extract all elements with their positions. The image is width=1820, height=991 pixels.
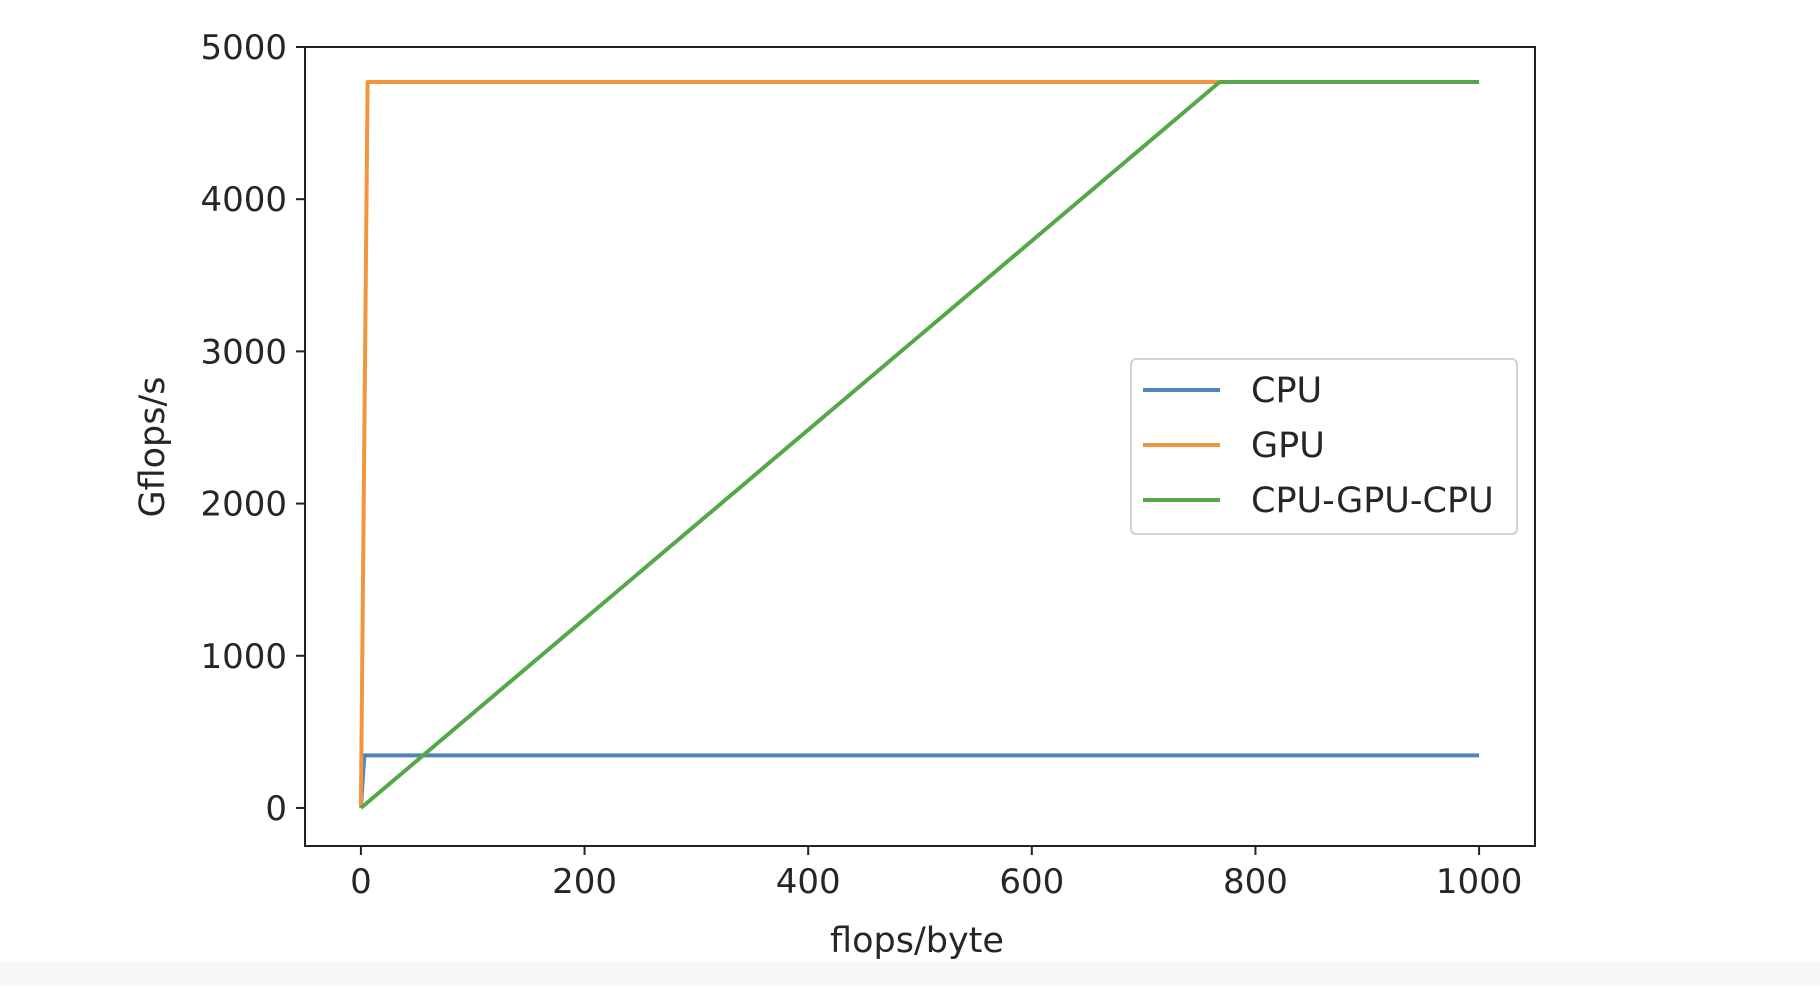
axes-layer: 0 200 400 600 800 1000 0 1000 2000 3000 4000 5000 — [200, 28, 1536, 902]
x-tick-label: 400 — [776, 862, 841, 902]
y-tick-label: 4000 — [200, 180, 287, 220]
y-axis-label: Gflops/s — [133, 376, 173, 517]
legend-label: CPU — [1251, 371, 1322, 411]
y-tick-label: 0 — [265, 789, 287, 829]
x-tick-label: 600 — [999, 862, 1064, 902]
bottom-strip — [0, 962, 1820, 986]
axes-frame — [304, 46, 1536, 847]
series-line-gpu — [358, 80, 1480, 809]
y-tick-label: 5000 — [200, 28, 287, 68]
x-tick-label: 800 — [1223, 862, 1288, 902]
legend-frame — [1130, 358, 1518, 535]
x-axis-label: flops/byte — [830, 921, 1004, 961]
x-tick-label: 0 — [350, 862, 372, 902]
legend-label: CPU-GPU-CPU — [1251, 481, 1494, 521]
legend-label: GPU — [1251, 426, 1325, 466]
series-layer — [358, 80, 1480, 810]
legend: CPU GPU CPU-GPU-CPU — [1130, 358, 1518, 535]
x-tick-label: 1000 — [1436, 862, 1523, 902]
y-tick-label: 1000 — [200, 637, 287, 677]
y-tick-label: 2000 — [200, 485, 287, 525]
y-tick-label: 3000 — [200, 332, 287, 372]
x-tick-label: 200 — [552, 862, 617, 902]
series-line-cpu-gpu-cpu — [359, 80, 1480, 810]
